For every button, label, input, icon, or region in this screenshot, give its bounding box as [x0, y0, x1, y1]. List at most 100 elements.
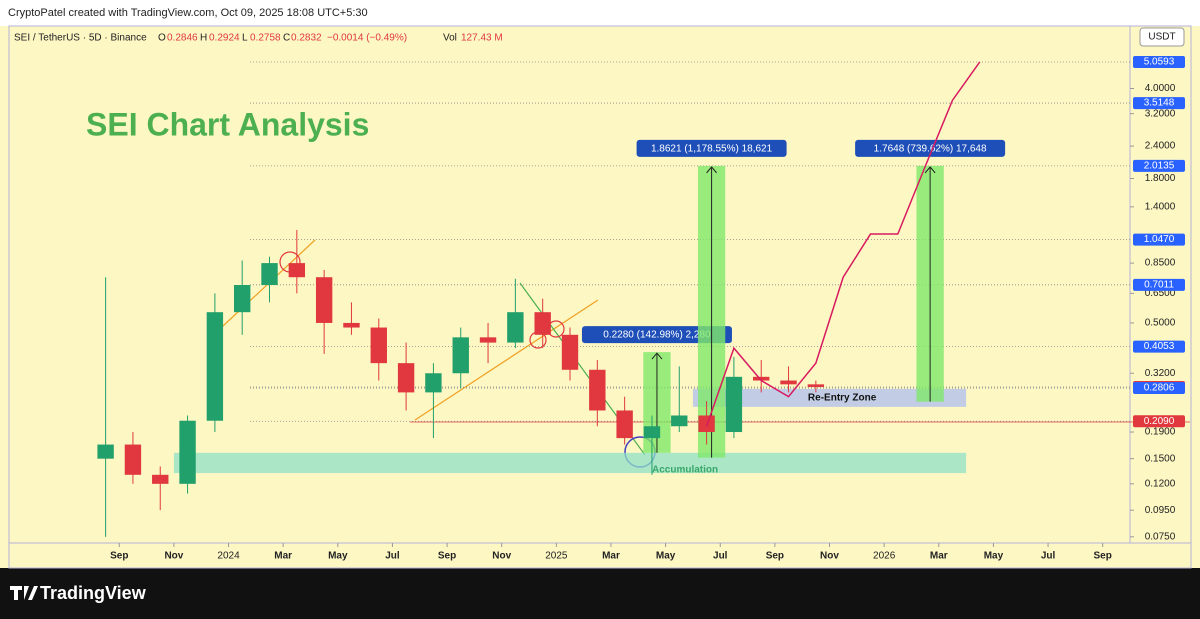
measure-label: 1.7648 (739.62%) 17,648: [874, 144, 987, 155]
frame: [8, 25, 1192, 569]
logo-mark: [10, 586, 38, 600]
y-tick-label: 0.6500: [1145, 288, 1176, 299]
y-tick-label: 0.8500: [1145, 258, 1176, 269]
measure-tag: [636, 139, 787, 157]
candle-body: [97, 444, 114, 459]
trendline: [414, 299, 599, 421]
brand: TradingView: [40, 583, 147, 603]
measure-label: 0.2280 (142.98%) 2,280: [603, 330, 711, 341]
measure-arrowhead: [651, 352, 663, 360]
price-tag-label: 3.5148: [1144, 98, 1175, 109]
y-tick-label: 0.3200: [1145, 368, 1176, 379]
x-tick-label: Jul: [1041, 551, 1056, 562]
candle-body: [425, 373, 442, 393]
zone-label: Accumulation: [652, 465, 718, 476]
price-tag: [1133, 159, 1185, 172]
price-tag-label: 0.7011: [1144, 279, 1174, 290]
change: −0.0014 (−0.49%): [327, 33, 407, 44]
o: 0.2846: [167, 33, 198, 44]
projection-line: [705, 61, 981, 427]
y-tick-label: 0.1200: [1145, 478, 1176, 489]
o-key: O: [158, 33, 166, 44]
x-tick-label: Mar: [930, 551, 948, 562]
price-tag-label: 2.0135: [1144, 161, 1175, 172]
candle-body: [643, 426, 661, 439]
x-tick-label: Mar: [274, 551, 292, 562]
x-tick-label: 2026: [873, 551, 896, 562]
x-tick-label: Nov: [492, 551, 511, 562]
price-tag: [1133, 340, 1185, 353]
candle-body: [206, 312, 224, 421]
measure-arrowhead: [924, 166, 936, 174]
candle-body: [616, 410, 633, 439]
candle-body: [152, 474, 169, 484]
currency-box: [1139, 27, 1185, 47]
y-tick-label: 1.8000: [1145, 173, 1176, 184]
candle-body: [179, 420, 196, 484]
vol-key: Vol: [443, 33, 457, 44]
candle-body: [234, 284, 251, 313]
candle-body: [753, 376, 770, 381]
zone: [173, 452, 967, 474]
measure-tag: [581, 326, 732, 344]
h-key: H: [200, 33, 207, 44]
candle-body: [780, 380, 797, 385]
candle-body: [479, 337, 497, 343]
h: 0.2924: [209, 33, 240, 44]
y-tick-label: 0.0950: [1145, 505, 1176, 516]
legend-row: SEI / TetherUS · 5D · Binance O 0.2846 H…: [14, 33, 503, 44]
price-tag-label: 0.4053: [1144, 341, 1175, 352]
price-tag-label: 5.0593: [1144, 57, 1175, 68]
zone: [692, 388, 967, 407]
candle-body: [561, 334, 579, 370]
price-tag: [1133, 415, 1185, 428]
x-tick-label: Sep: [110, 551, 128, 562]
x-tick-label: Sep: [438, 551, 456, 562]
x-tick-label: Nov: [820, 551, 839, 562]
y-tick-label: 0.5000: [1145, 318, 1176, 329]
y-tick-label: 3.2000: [1145, 108, 1176, 119]
x-tick-label: Sep: [1094, 551, 1112, 562]
price-tag: [1133, 55, 1185, 68]
candle-body: [261, 263, 278, 285]
candle-body: [315, 277, 333, 323]
vol: 127.43 M: [461, 33, 503, 44]
x-tick-label: Sep: [766, 551, 784, 562]
candle-body: [589, 369, 606, 411]
candle-body: [534, 312, 551, 335]
currency: USDT: [1148, 32, 1175, 43]
price-tag-label: 1.0470: [1144, 234, 1175, 245]
candle-body: [397, 363, 415, 393]
candle-body: [124, 444, 142, 475]
x-tick-label: Nov: [164, 551, 183, 562]
candle-body: [807, 384, 825, 388]
x-tick-label: Jul: [713, 551, 728, 562]
symbol: SEI / TetherUS · 5D · Binance: [14, 33, 147, 44]
x-tick-label: May: [328, 551, 348, 562]
credit: CryptoPatel created with TradingView.com…: [8, 7, 368, 19]
price-tag: [1133, 382, 1185, 395]
y-tick-label: 0.1500: [1145, 453, 1176, 464]
x-tick-label: 2024: [217, 551, 240, 562]
bottom-bar: [0, 568, 1200, 619]
x-tick-label: Jul: [385, 551, 400, 562]
candle-body: [698, 415, 715, 433]
measure-label: 1.8621 (1,178.55%) 18,621: [651, 144, 773, 155]
candle-body: [507, 312, 524, 343]
c-key: C: [283, 33, 290, 44]
price-tag: [1133, 278, 1185, 291]
l-key: L: [242, 33, 248, 44]
logo: TradingView: [10, 583, 147, 603]
price-tag: [1133, 233, 1185, 246]
top-bar: [0, 0, 1200, 26]
candle-body: [452, 337, 469, 374]
y-tick-label: 1.4000: [1145, 201, 1176, 212]
c: 0.2832: [291, 33, 322, 44]
y-tick-label: 2.4000: [1145, 141, 1176, 152]
y-tick-label: 0.1900: [1145, 427, 1176, 438]
candle-body: [288, 263, 306, 278]
candle-body: [343, 322, 360, 328]
y-tick-label: 0.0750: [1145, 531, 1176, 542]
x-tick-label: May: [656, 551, 676, 562]
